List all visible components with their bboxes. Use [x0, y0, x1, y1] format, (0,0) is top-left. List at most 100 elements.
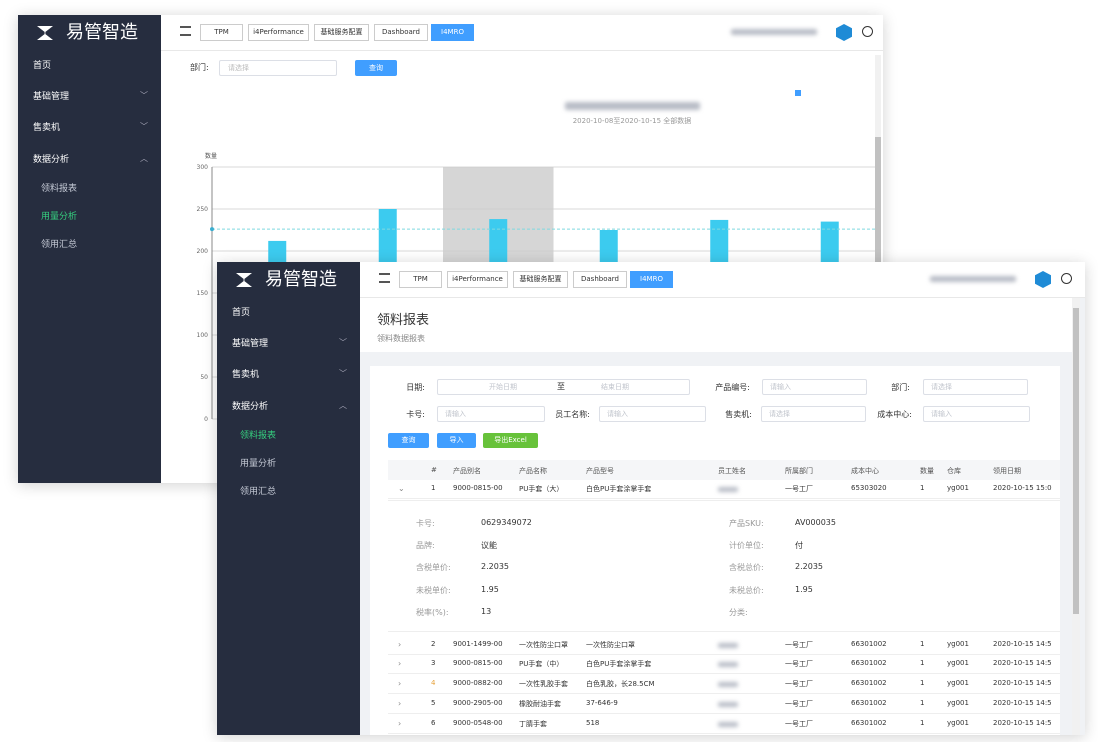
- detail-value: 0629349072: [481, 518, 532, 527]
- nav-tab[interactable]: 基础服务配置: [513, 271, 568, 288]
- detail-value: 2.2035: [481, 562, 509, 571]
- table-cell: 2020-10-15 14:5: [993, 719, 1052, 727]
- column-header: 产品名称: [519, 467, 547, 475]
- nav-tab[interactable]: TPM: [399, 271, 442, 288]
- text-input[interactable]: 请输入: [923, 406, 1030, 422]
- menu-item[interactable]: 售卖机: [33, 123, 61, 133]
- detail-value: 2.2035: [795, 562, 823, 571]
- expand-toggle[interactable]: ›: [398, 679, 402, 688]
- row-divider: [388, 498, 1060, 499]
- menu-item[interactable]: 基础管理: [33, 92, 70, 102]
- table-cell: 一号工厂: [785, 680, 813, 688]
- submenu-item[interactable]: 领料报表: [41, 184, 78, 194]
- nav-tab[interactable]: 基础服务配置: [314, 24, 369, 41]
- row-divider: [388, 654, 1060, 655]
- blurred-text: [718, 682, 738, 687]
- logo: [233, 269, 257, 291]
- menu-item[interactable]: 数据分析: [232, 402, 269, 412]
- expand-toggle[interactable]: ›: [398, 699, 402, 708]
- nav-tab[interactable]: Dashboard: [573, 271, 627, 288]
- chevron: ︿: [140, 154, 148, 163]
- table-cell: 9000-0815-00: [453, 484, 503, 492]
- app-icon[interactable]: [836, 24, 852, 41]
- row-divider: [388, 693, 1060, 694]
- form-label: 售卖机:: [725, 410, 752, 419]
- action-button[interactable]: 导出Excel: [483, 433, 538, 448]
- table-cell: 一号工厂: [785, 485, 813, 493]
- nav-tab[interactable]: I4MRO: [630, 271, 673, 288]
- nav-tab[interactable]: TPM: [200, 24, 243, 41]
- logo: [34, 22, 58, 44]
- nav-tab[interactable]: i4Performance: [248, 24, 309, 41]
- table-cell: PU手套（中）: [519, 660, 564, 668]
- table-cell: 一号工厂: [785, 660, 813, 668]
- table-cell: yg001: [947, 719, 969, 727]
- collapse-icon[interactable]: [180, 26, 191, 36]
- date-end: 结束日期: [601, 383, 629, 391]
- menu-item[interactable]: 售卖机: [232, 370, 260, 380]
- select-input[interactable]: 请选择: [761, 406, 866, 422]
- chevron: ︿: [339, 401, 347, 410]
- nav-tab[interactable]: I4MRO: [431, 24, 474, 41]
- nav-tab[interactable]: i4Performance: [447, 271, 508, 288]
- language-icon[interactable]: [862, 26, 873, 37]
- table-cell: 9000-0815-00: [453, 659, 503, 667]
- detail-label: 计价单位:: [729, 541, 764, 550]
- column-header: 产品别名: [453, 467, 481, 475]
- query-button[interactable]: 查询: [355, 60, 397, 76]
- table-cell: 5: [431, 699, 436, 707]
- submenu-item[interactable]: 领用汇总: [240, 487, 277, 497]
- menu-item[interactable]: 基础管理: [232, 339, 269, 349]
- chevron: ﹀: [339, 369, 347, 378]
- table-cell: 1: [920, 679, 925, 687]
- submenu-item[interactable]: 领料报表: [240, 431, 277, 441]
- back-window: 易管智造 首页 基础管理 ﹀ 售卖机 ﹀ 数据分析 ︿ 领料报表 用量分析 领用汇总 TPM i4Per…: [18, 15, 883, 483]
- blurred-text: [718, 643, 738, 648]
- table-cell: 518: [586, 719, 600, 727]
- menu-item[interactable]: 数据分析: [33, 155, 70, 165]
- detail-label: 含税单价:: [416, 563, 451, 572]
- submenu-item[interactable]: 领用汇总: [41, 240, 78, 250]
- table-cell: 66301002: [851, 640, 887, 648]
- table-cell: 37-646-9: [586, 699, 618, 707]
- table-cell: 一号工厂: [785, 720, 813, 728]
- nav-tab[interactable]: Dashboard: [374, 24, 428, 41]
- y-tick-label: 100: [197, 332, 209, 339]
- filter-select[interactable]: 请选择: [219, 60, 337, 76]
- form-label: 日期:: [406, 383, 425, 392]
- action-button[interactable]: 查询: [388, 433, 429, 448]
- table-cell: 1: [920, 719, 925, 727]
- table-cell: 1: [920, 699, 925, 707]
- page-subtitle: 领料数据报表: [377, 334, 425, 343]
- y-tick-label: 150: [197, 290, 209, 297]
- expand-toggle[interactable]: ›: [398, 659, 402, 668]
- table-cell: 白色乳胶，长28.5CM: [586, 680, 655, 688]
- table-cell: 2020-10-15 14:5: [993, 659, 1052, 667]
- date-start: 开始日期: [489, 383, 517, 391]
- collapse-icon[interactable]: [379, 273, 390, 283]
- expand-toggle[interactable]: ›: [398, 640, 402, 649]
- select-input[interactable]: 请选择: [923, 379, 1028, 395]
- detail-label: 分类:: [729, 608, 748, 617]
- expand-toggle[interactable]: ›: [398, 719, 402, 728]
- expand-toggle[interactable]: ⌄: [398, 484, 405, 493]
- detail-value: AV000035: [795, 518, 836, 527]
- page-header: 领料报表 领料数据报表: [360, 298, 1072, 352]
- language-icon[interactable]: [1061, 273, 1072, 284]
- y-axis-label: 数量: [205, 152, 217, 160]
- action-button[interactable]: 导入: [437, 433, 476, 448]
- sidebar: 易管智造 首页 基础管理 ﹀ 售卖机 ﹀ 数据分析 ︿ 领料报表 用量分析 领用汇总: [217, 262, 360, 735]
- form-label: 部门:: [891, 383, 910, 392]
- menu-item[interactable]: 首页: [232, 308, 251, 318]
- app-icon[interactable]: [1035, 271, 1051, 288]
- column-header: 领用日期: [993, 467, 1021, 475]
- text-input[interactable]: 请输入: [599, 406, 706, 422]
- menu-item[interactable]: 首页: [33, 61, 52, 71]
- table-cell: yg001: [947, 699, 969, 707]
- submenu-item[interactable]: 用量分析: [240, 459, 277, 469]
- text-input[interactable]: 请输入: [437, 406, 545, 422]
- date-range[interactable]: [437, 379, 690, 395]
- table-cell: 3: [431, 659, 436, 667]
- submenu-item[interactable]: 用量分析: [41, 212, 78, 222]
- text-input[interactable]: 请输入: [762, 379, 867, 395]
